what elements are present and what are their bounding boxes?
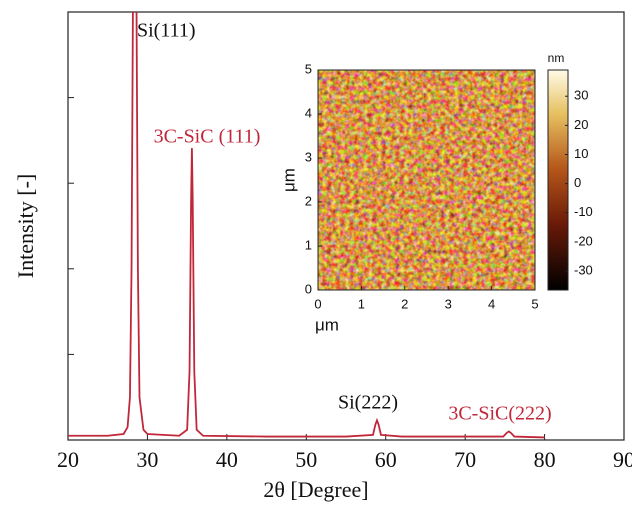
xrd-line — [68, 12, 545, 439]
inset-frame — [317, 69, 536, 291]
inset-y-tick-label: 1 — [305, 237, 312, 252]
inset-x-tick-label: 4 — [488, 296, 495, 311]
peak-annotation: Si(111) — [137, 20, 196, 42]
afm-image — [318, 70, 535, 290]
inset-y-tick-label: 2 — [305, 193, 312, 208]
x-tick-label: 20 — [57, 447, 79, 472]
inset-x-tick-label: 1 — [358, 296, 365, 311]
inset-x-tick-label: 2 — [401, 296, 408, 311]
inset-x-tick-label: 5 — [531, 296, 538, 311]
inset-x-tick-label: 0 — [314, 296, 321, 311]
x-tick-label: 80 — [534, 447, 556, 472]
colorbar-tick-label: -10 — [574, 204, 593, 219]
x-tick-label: 60 — [375, 447, 397, 472]
inset-y-tick-label: 4 — [305, 105, 312, 120]
peak-annotation: 3C-SiC (111) — [154, 126, 261, 148]
peak-annotation: Si(222) — [338, 392, 398, 414]
colorbar — [547, 69, 569, 291]
inset-y-title: μm — [279, 168, 298, 192]
x-tick-label: 70 — [454, 447, 476, 472]
colorbar-tick-label: -30 — [574, 262, 593, 277]
x-axis-title: 2θ [Degree] — [263, 477, 368, 502]
inset-x-tick-label: 3 — [445, 296, 452, 311]
peak-annotation: 3C-SiC(222) — [448, 403, 551, 425]
colorbar-tick-label: 20 — [574, 117, 588, 132]
colorbar-tick-label: 30 — [574, 88, 588, 103]
x-tick-label: 90 — [613, 447, 632, 472]
x-tick-label: 50 — [295, 447, 317, 472]
colorbar-label: nm — [548, 51, 565, 65]
x-tick-label: 40 — [216, 447, 238, 472]
inset-y-tick-label: 3 — [305, 149, 312, 164]
colorbar-tick-label: 0 — [574, 175, 581, 190]
colorbar-tick-label: -20 — [574, 233, 593, 248]
x-tick-label: 30 — [136, 447, 158, 472]
plot-frame — [67, 11, 625, 441]
inset-x-title: μm — [315, 315, 339, 334]
y-axis-title: Intensity [-] — [13, 174, 38, 278]
inset-y-tick-label: 5 — [305, 61, 312, 76]
inset-y-tick-label: 0 — [305, 281, 312, 296]
colorbar-tick-label: 10 — [574, 146, 588, 161]
